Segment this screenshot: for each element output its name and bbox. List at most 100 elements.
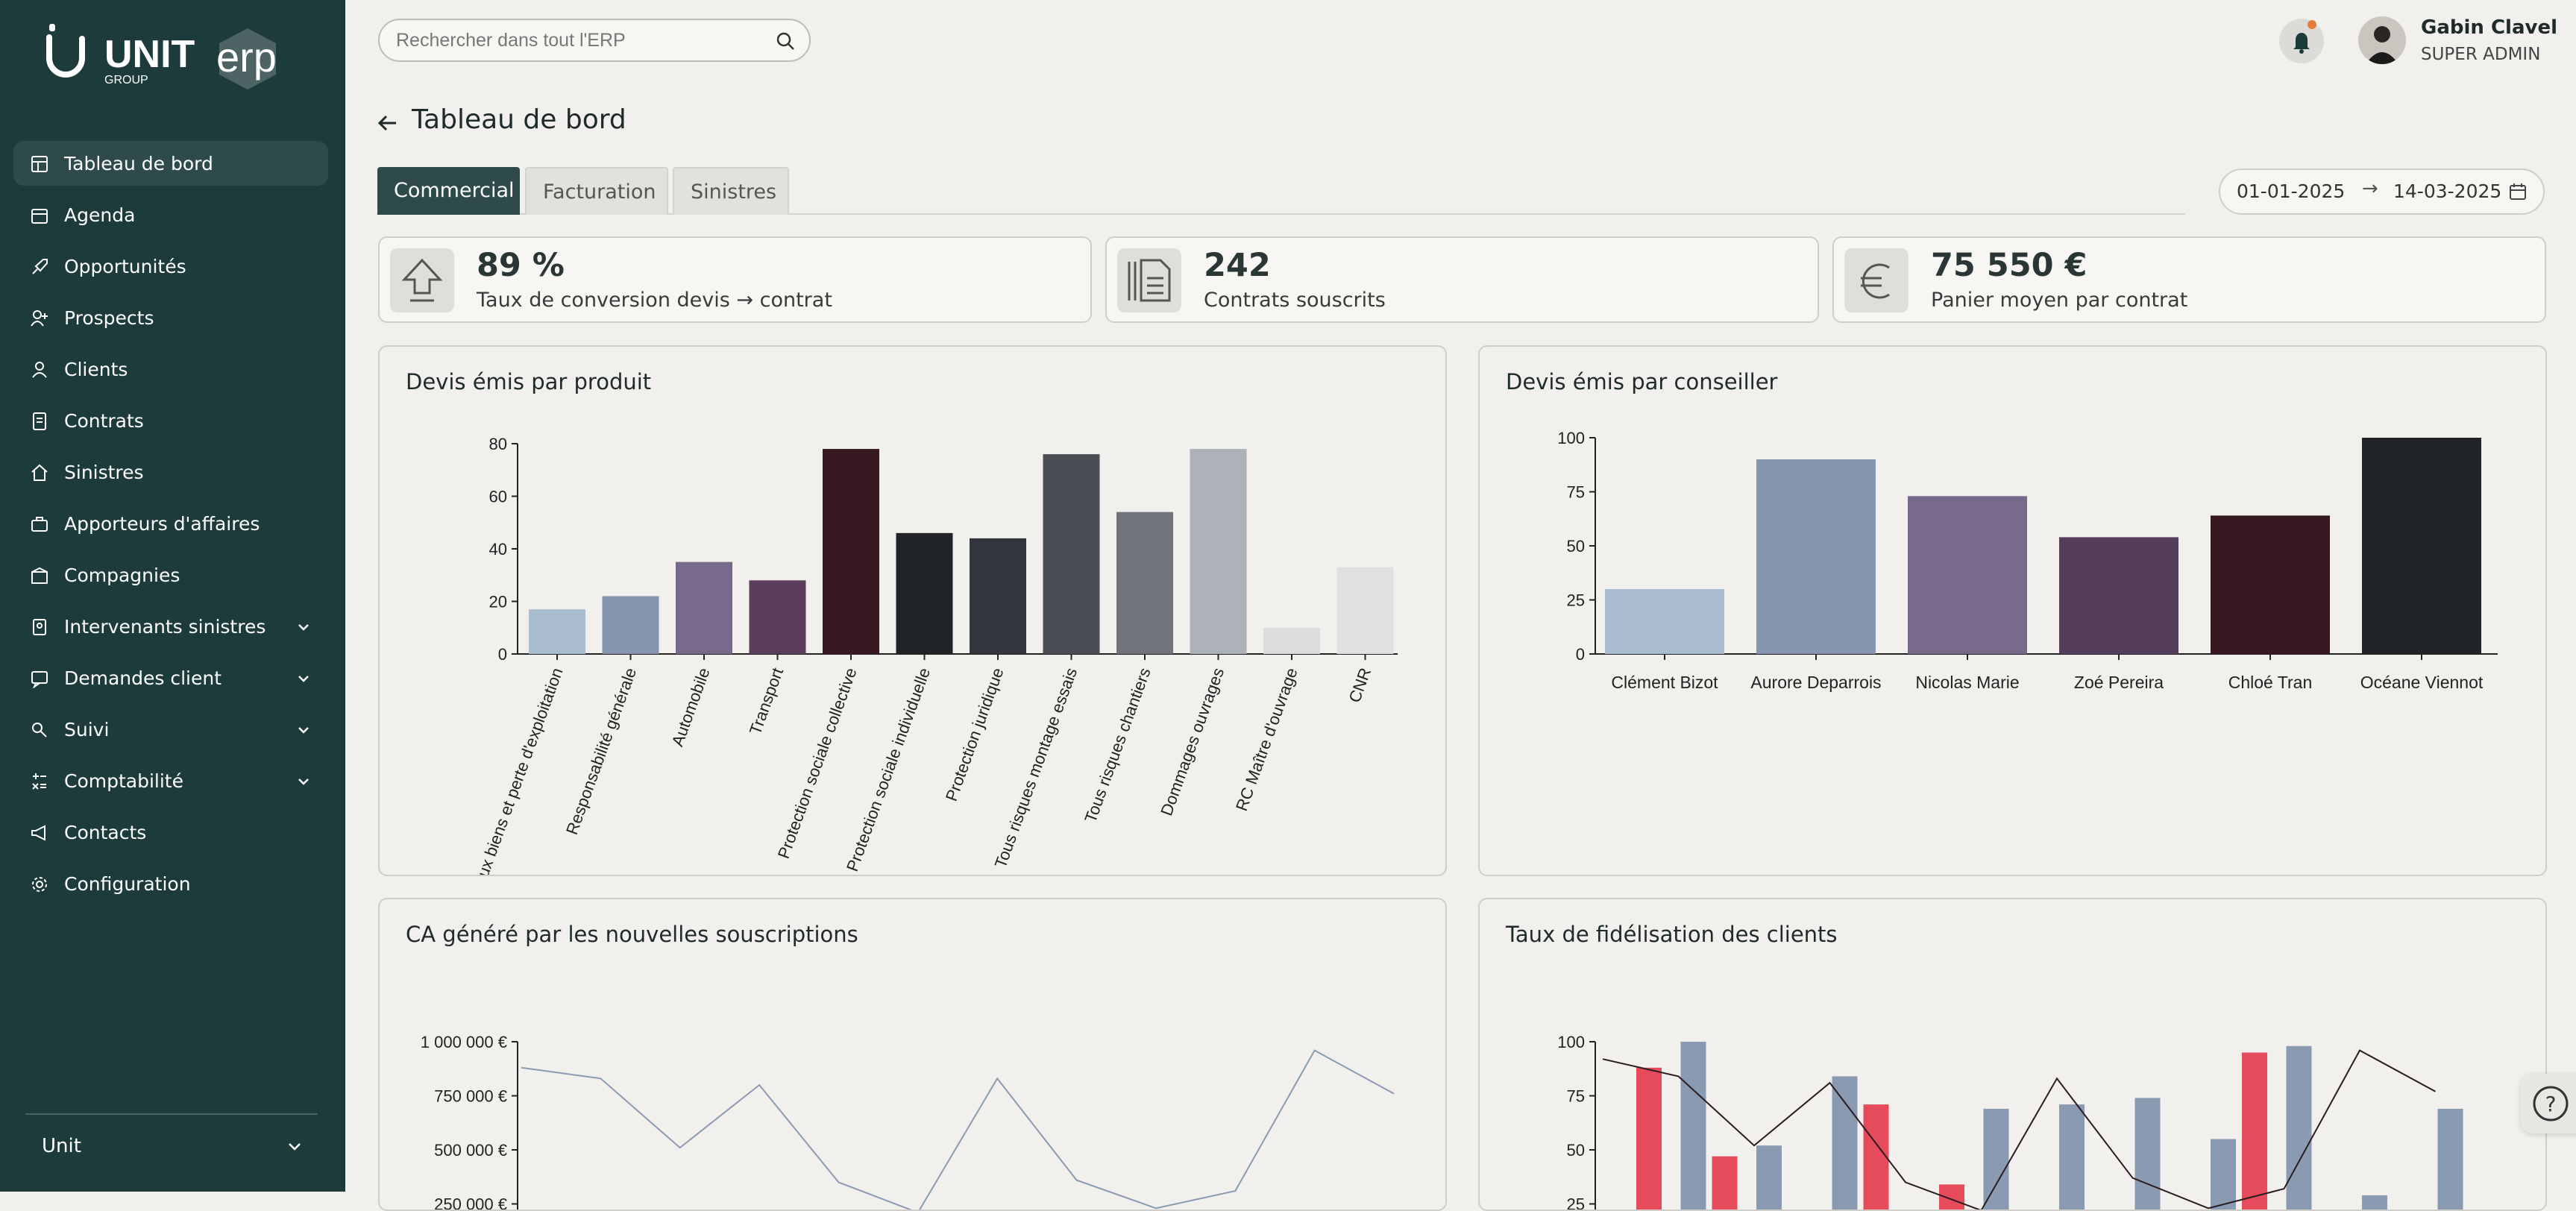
y-tick-label: 50: [1567, 1141, 1585, 1160]
sidebar-item-intervenants-sinistres[interactable]: Intervenants sinistres: [13, 604, 328, 649]
sidebar-item-sinistres[interactable]: Sinistres: [13, 450, 328, 494]
x-tick-label: Tous risques montage essais: [991, 665, 1081, 870]
sidebar-item-compagnies[interactable]: Compagnies: [13, 553, 328, 597]
bar: [1681, 1042, 1706, 1211]
x-tick-label: Zoé Pereira: [2074, 673, 2164, 692]
bar: [2211, 1139, 2236, 1211]
chevron-down-icon[interactable]: [295, 773, 312, 790]
org-selector-label[interactable]: Unit: [42, 1135, 81, 1157]
sidebar-item-demandes-client[interactable]: Demandes client: [13, 655, 328, 700]
sidebar-item-configuration[interactable]: Configuration: [13, 861, 328, 906]
sidebar-item-label: Demandes client: [64, 667, 222, 689]
sidebar-item-contrats[interactable]: Contrats: [13, 398, 328, 443]
back-arrow-icon[interactable]: [377, 112, 399, 134]
date-to[interactable]: 14-03-2025: [2393, 180, 2501, 202]
bar: [603, 596, 659, 654]
y-tick-label: 50: [1567, 537, 1585, 556]
calendar-icon[interactable]: [2508, 182, 2528, 201]
bar: [2362, 438, 2481, 654]
help-button[interactable]: ?: [2521, 1074, 2576, 1133]
logo-text: UNIT: [104, 33, 195, 76]
chevron-down-icon[interactable]: [295, 722, 312, 738]
kpi-label: Panier moyen par contrat: [1931, 289, 2187, 312]
y-tick-label: 100: [1557, 1033, 1585, 1051]
y-tick-label: 40: [489, 540, 507, 559]
document-icon: [30, 412, 49, 431]
chevron-down-icon[interactable]: [286, 1138, 303, 1154]
avatar[interactable]: [2358, 16, 2406, 64]
x-tick-label: CNR: [1345, 665, 1375, 705]
tab-sinistres[interactable]: Sinistres: [673, 167, 789, 215]
svg-text:?: ?: [2545, 1092, 2557, 1116]
x-tick-label: Protection sociale individuelle: [843, 665, 934, 874]
building-icon: [30, 566, 49, 585]
unit-erp-logo[interactable]: UNIT GROUP erp: [46, 21, 300, 95]
sidebar-item-tableau-de-bord[interactable]: Tableau de bord: [13, 141, 328, 186]
bar: [2059, 1104, 2085, 1211]
message-icon: [30, 669, 49, 688]
sidebar-item-clients[interactable]: Clients: [13, 347, 328, 391]
sidebar-item-label: Clients: [64, 359, 128, 380]
bar: [1908, 496, 2027, 654]
sidebar-item-apporteurs-d-affaires[interactable]: Apporteurs d'affaires: [13, 501, 328, 546]
y-tick-label: 75: [1567, 483, 1585, 502]
x-tick-label: Dommages aux biens et perte d'exploitati…: [440, 665, 567, 876]
sidebar-item-suivi[interactable]: Suivi: [13, 707, 328, 752]
sidebar-item-comptabilite[interactable]: Comptabilité: [13, 758, 328, 803]
file-stack-icon: [1117, 248, 1181, 312]
tab-facturation[interactable]: Facturation: [525, 167, 668, 215]
bar: [2211, 515, 2330, 654]
bar: [2135, 1098, 2161, 1211]
sidebar-item-label: Prospects: [64, 307, 154, 329]
bar: [896, 533, 953, 654]
y-tick-label: 60: [489, 488, 507, 506]
sidebar-item-agenda[interactable]: Agenda: [13, 192, 328, 237]
sidebar-item-label: Opportunités: [64, 256, 186, 277]
house-icon: [30, 463, 49, 482]
dashboard-icon: [30, 154, 49, 174]
y-tick-label: 80: [489, 435, 507, 453]
sidebar-item-label: Compagnies: [64, 564, 180, 586]
date-from[interactable]: 01-01-2025: [2237, 180, 2345, 202]
x-tick-label: Chloé Tran: [2228, 673, 2313, 692]
bar: [1984, 1109, 2009, 1211]
search-icon[interactable]: [775, 31, 796, 51]
bar: [1116, 512, 1173, 654]
notifications-button[interactable]: [2279, 19, 2324, 63]
sidebar-item-label: Contrats: [64, 410, 144, 432]
bell-icon: [2279, 19, 2324, 63]
bar: [1263, 628, 1320, 654]
bar: [676, 562, 732, 654]
date-range-picker[interactable]: 01-01-2025 → 14-03-2025: [2219, 169, 2545, 215]
bar: [1864, 1104, 1889, 1211]
calendar-icon: [30, 206, 49, 225]
global-search[interactable]: [378, 19, 811, 62]
y-tick-label: 20: [489, 593, 507, 611]
sidebar-item-prospects[interactable]: Prospects: [13, 295, 328, 340]
user-role: SUPER ADMIN: [2421, 45, 2540, 64]
sidebar-item-label: Contacts: [64, 822, 146, 843]
sidebar-item-opportunites[interactable]: Opportunités: [13, 244, 328, 289]
chevron-down-icon[interactable]: [295, 670, 312, 687]
x-tick-label: RC Maître d'ouvrage: [1232, 665, 1301, 814]
bar: [750, 580, 806, 654]
search-input[interactable]: [395, 29, 755, 52]
bar: [1190, 449, 1247, 654]
x-tick-label: Aurore Deparrois: [1750, 673, 1881, 692]
chart-card-ca: CA généré par les nouvelles souscription…: [378, 898, 1447, 1211]
y-tick-label: 500 000 €: [434, 1141, 507, 1160]
sidebar: UNIT GROUP erp Tableau de bord Agenda Oppo…: [0, 0, 345, 1192]
y-tick-label: 750 000 €: [434, 1087, 507, 1106]
x-tick-label: Nicolas Marie: [1915, 673, 2019, 692]
sidebar-item-label: Configuration: [64, 873, 191, 895]
page-title: Tableau de bord: [412, 104, 626, 135]
chevron-down-icon[interactable]: [295, 619, 312, 635]
sidebar-item-contacts[interactable]: Contacts: [13, 810, 328, 855]
tab-commercial[interactable]: Commercial: [377, 167, 520, 215]
sidebar-item-label: Sinistres: [64, 462, 144, 483]
bar: [970, 538, 1026, 654]
x-tick-label: Dommages ouvrages: [1157, 665, 1228, 818]
